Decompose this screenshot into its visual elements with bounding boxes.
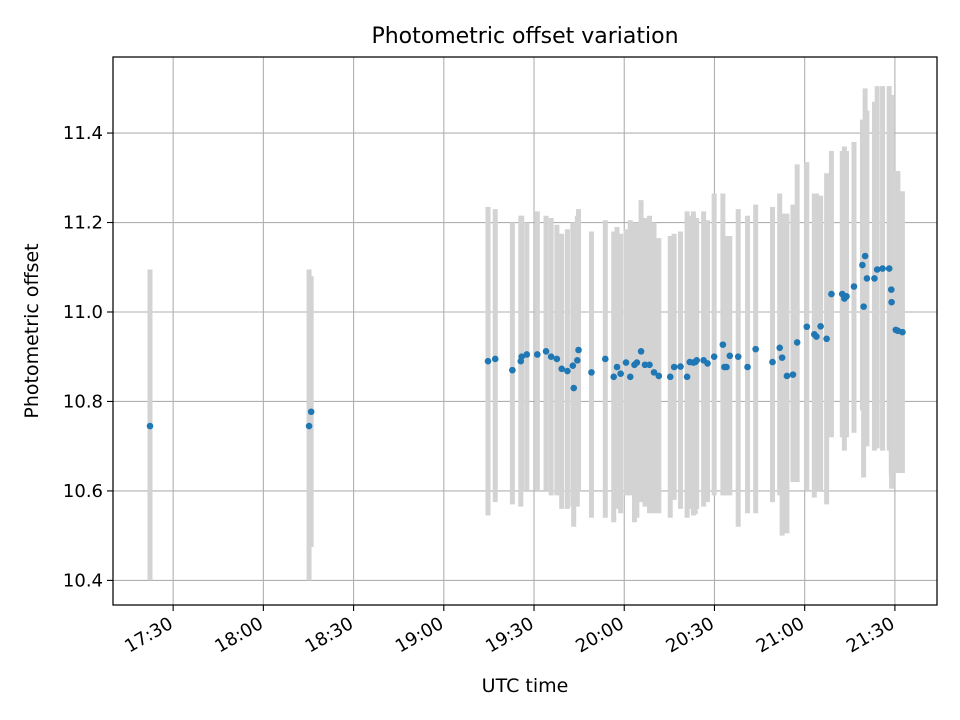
y-tick-label: 11.2 bbox=[63, 213, 103, 234]
data-point bbox=[769, 358, 776, 366]
data-point bbox=[683, 373, 691, 381]
data-point bbox=[569, 362, 577, 369]
y-tick-label: 10.4 bbox=[63, 570, 103, 591]
data-point bbox=[677, 363, 684, 370]
data-point bbox=[601, 355, 609, 363]
data-point bbox=[610, 373, 618, 381]
data-point bbox=[650, 369, 658, 376]
data-point bbox=[542, 348, 550, 355]
data-point bbox=[670, 363, 678, 371]
data-point bbox=[860, 303, 867, 310]
data-point bbox=[305, 422, 313, 430]
data-point bbox=[823, 335, 830, 343]
data-point bbox=[719, 341, 727, 348]
data-point bbox=[574, 357, 581, 364]
data-point bbox=[776, 344, 784, 352]
data-point bbox=[885, 265, 893, 272]
x-axis-label: UTC time bbox=[482, 675, 569, 697]
plot-frame bbox=[112, 56, 938, 606]
data-point bbox=[693, 357, 701, 364]
data-point bbox=[491, 355, 499, 363]
data-point bbox=[518, 353, 525, 361]
data-point bbox=[873, 266, 881, 273]
data-point bbox=[553, 355, 561, 363]
data-point bbox=[307, 408, 315, 416]
data-point bbox=[843, 293, 850, 300]
data-point bbox=[828, 290, 835, 298]
point-layer bbox=[146, 252, 906, 430]
data-point bbox=[666, 373, 674, 381]
data-point bbox=[613, 363, 621, 371]
data-point bbox=[813, 333, 820, 340]
data-point bbox=[617, 370, 624, 378]
data-point bbox=[633, 359, 641, 366]
data-point bbox=[871, 275, 878, 282]
y-tick-label: 11.4 bbox=[63, 123, 103, 144]
data-point bbox=[509, 366, 516, 374]
data-point bbox=[899, 328, 906, 336]
y-tick-label: 10.6 bbox=[63, 481, 103, 502]
data-point bbox=[547, 353, 555, 361]
data-point bbox=[859, 261, 866, 269]
data-point bbox=[641, 361, 649, 369]
data-point bbox=[863, 275, 871, 282]
data-point bbox=[704, 360, 711, 367]
data-point bbox=[484, 357, 492, 365]
data-point bbox=[887, 286, 895, 293]
data-point bbox=[146, 422, 154, 430]
data-point bbox=[861, 252, 869, 260]
data-point bbox=[850, 283, 858, 290]
data-point bbox=[637, 348, 645, 355]
y-tick-label: 10.8 bbox=[63, 391, 103, 412]
y-tick-label: 11.0 bbox=[63, 302, 103, 323]
data-point bbox=[588, 369, 595, 376]
data-point bbox=[655, 372, 663, 380]
data-point bbox=[752, 345, 759, 353]
data-point bbox=[723, 363, 730, 371]
data-point bbox=[710, 353, 718, 361]
data-point bbox=[778, 354, 786, 361]
data-point bbox=[734, 353, 742, 361]
data-point bbox=[783, 372, 791, 380]
data-point bbox=[570, 384, 578, 392]
chart-title: Photometric offset variation bbox=[371, 24, 678, 49]
data-point bbox=[817, 323, 824, 330]
data-point bbox=[744, 363, 751, 371]
data-point bbox=[726, 352, 734, 360]
data-point bbox=[622, 359, 630, 366]
data-point bbox=[888, 298, 895, 306]
data-point bbox=[564, 367, 571, 375]
data-point bbox=[558, 365, 565, 373]
data-point bbox=[523, 351, 531, 358]
data-point bbox=[789, 371, 797, 378]
y-axis-label: Photometric offset bbox=[21, 243, 43, 418]
data-point bbox=[626, 373, 634, 381]
data-point bbox=[803, 323, 811, 331]
data-point bbox=[879, 265, 886, 272]
data-point bbox=[575, 346, 582, 354]
data-point bbox=[646, 361, 653, 369]
data-point bbox=[534, 351, 541, 358]
data-point bbox=[793, 339, 801, 346]
